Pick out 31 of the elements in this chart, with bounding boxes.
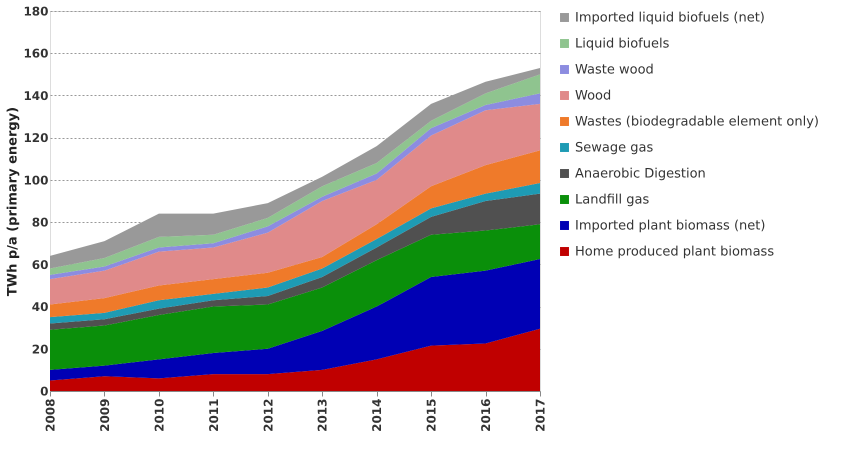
y-tick-label: 20 [32,342,48,356]
y-tick-label: 180 [23,4,48,18]
x-tick-label: 2010 [152,398,166,432]
y-tick-label: 100 [23,173,48,188]
x-tick-label: 2011 [206,398,221,432]
x-tick-label: 2016 [479,398,494,432]
legend-label: Home produced plant biomass [575,244,774,260]
legend-label: Imported liquid biofuels (net) [575,10,765,26]
y-tick-label: 0 [40,384,48,398]
y-axis-title: TWh p/a (primary energy) [5,106,20,296]
legend-label: Waste wood [575,62,654,78]
x-tick-label: 2014 [370,398,384,432]
legend-label: Anaerobic Digestion [575,166,706,182]
x-tick-label: 2013 [316,398,330,432]
legend-label: Landfill gas [575,192,650,208]
y-tick-label: 140 [23,88,48,103]
legend-label: Sewage gas [575,140,654,156]
legend-label: Liquid biofuels [575,36,670,52]
y-tick-label: 160 [23,46,48,61]
y-tick-label: 120 [23,131,48,146]
y-tick-label: 60 [32,258,48,272]
x-tick-label: 2008 [44,398,58,432]
x-tick-label: 2009 [98,398,112,432]
legend-label: Wood [575,88,612,104]
y-tick-label: 80 [32,216,48,230]
x-tick-label: 2012 [261,398,276,432]
legend-label: Imported plant biomass (net) [575,218,766,234]
legend-label: Wastes (biodegradable element only) [575,114,819,130]
x-tick-label: 2015 [424,398,439,432]
x-tick-label: 2017 [534,398,548,432]
y-tick-label: 40 [32,300,48,314]
